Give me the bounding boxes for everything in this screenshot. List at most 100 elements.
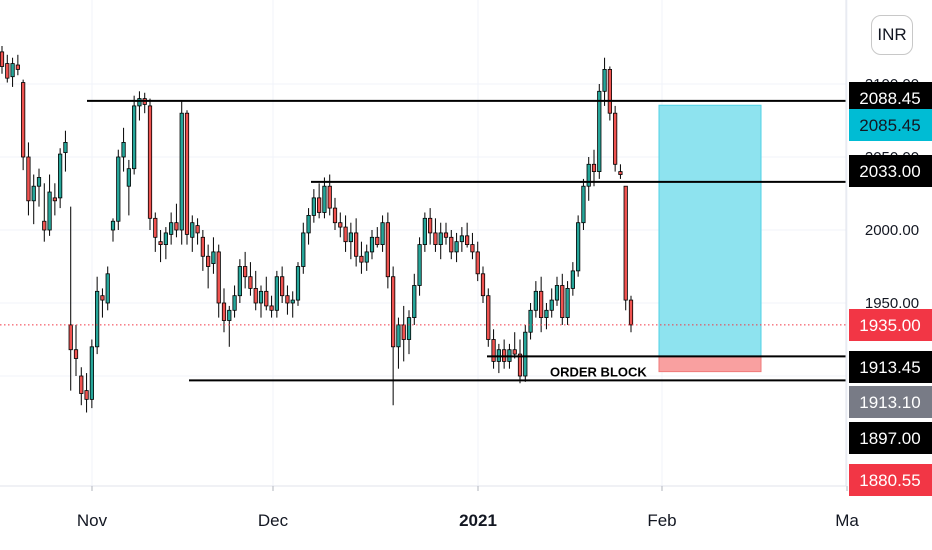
price-label-1935-00: 1935.00 [849,309,932,341]
candle-body [607,69,612,114]
axes: 2000.001950.002050.002100.002088.452085.… [0,0,932,530]
candle-body [47,191,52,231]
price-label-text: 2033.00 [859,162,920,181]
candle-body [491,339,496,362]
candle-body [211,251,216,264]
candle-body [576,222,581,272]
candle-body [332,207,338,224]
x-tick-label: Feb [647,511,676,530]
candle-body [533,290,538,311]
candle-body [544,309,549,318]
price-label-box [849,386,932,418]
candle-body [84,390,89,400]
candle-body [401,324,406,340]
candle-body [618,171,623,175]
candle-body [200,236,205,257]
candle-body [269,305,274,311]
candle-body [343,226,348,243]
candle-body [100,295,105,301]
candle-body [327,185,332,209]
candle-body [110,220,116,231]
candle-body [63,141,68,154]
price-label-box [849,109,932,141]
price-label-1913-45: 1913.45 [849,351,932,383]
candle-body [628,299,634,326]
candle-body [512,349,517,355]
long-position-tool[interactable] [658,104,762,373]
candle-body [369,236,375,253]
candle-body [613,112,618,165]
price-label-text: 2088.45 [859,89,920,108]
candle-body [153,217,158,238]
candle-body [163,232,168,245]
order-block-label: ORDER BLOCK [550,364,647,379]
price-label-2033-00: 2033.00 [849,155,932,187]
candle-body [21,82,26,158]
candle-body [52,197,57,202]
candle-body [121,141,126,158]
candle-body [15,64,20,70]
candle-body [227,309,232,321]
candle-body [565,287,570,318]
candle-body [184,112,190,235]
candle-body [169,222,174,235]
candle-body [290,299,295,304]
candle-body [317,197,322,213]
price-label-text: 1880.55 [859,471,920,490]
horizontal-levels[interactable]: ORDER BLOCK [0,99,846,382]
price-label-2088-45: 2088.45 [849,82,932,114]
candle-body [385,222,390,278]
candle-body [243,266,248,278]
currency-button[interactable]: INR [871,15,913,55]
candle-body [528,309,533,333]
candle-body [137,98,142,107]
candle-body [396,324,401,348]
candle-body [322,185,327,213]
candle-body [36,177,42,187]
price-label-text: 2085.45 [859,116,920,135]
candle-body [428,217,433,234]
candle-body [438,232,443,245]
candle-body [285,295,290,304]
candle-body [174,222,179,231]
candle-body [147,105,153,219]
candle-body [459,235,464,243]
candle-body [465,235,470,245]
candle-body [470,244,475,253]
candle-body [295,266,301,301]
candle-body [195,225,200,234]
price-label-1880-55: 1880.55 [849,464,932,496]
price-label-box [849,82,932,114]
candle-body [248,276,253,289]
candle-body [58,153,63,199]
candle-body [105,273,110,304]
price-label-box [849,155,932,187]
candle-body [264,290,269,307]
candle-body [380,222,385,245]
candle-body [454,241,459,253]
candle-body [258,290,264,304]
candle-body [475,251,480,275]
candle-body [586,163,591,187]
candle-body [179,112,184,231]
candle-body [116,156,121,222]
y-tick-label: 1950.00 [865,295,919,312]
candle-body [10,63,15,78]
candle-body [306,214,311,234]
candle-body [391,276,396,348]
candle-body [95,290,100,348]
candle-body [417,244,422,286]
candle-body [26,156,31,202]
price-label-1913-10: 1913.10 [849,386,932,418]
candle-body [126,168,131,187]
candle-body [591,163,597,173]
candle-body [216,251,221,304]
candle-body [338,222,343,228]
candle-body [597,90,602,173]
candle-body [364,251,369,263]
loss-zone [658,355,762,373]
candle-body [42,220,47,231]
candle-body [89,346,94,400]
